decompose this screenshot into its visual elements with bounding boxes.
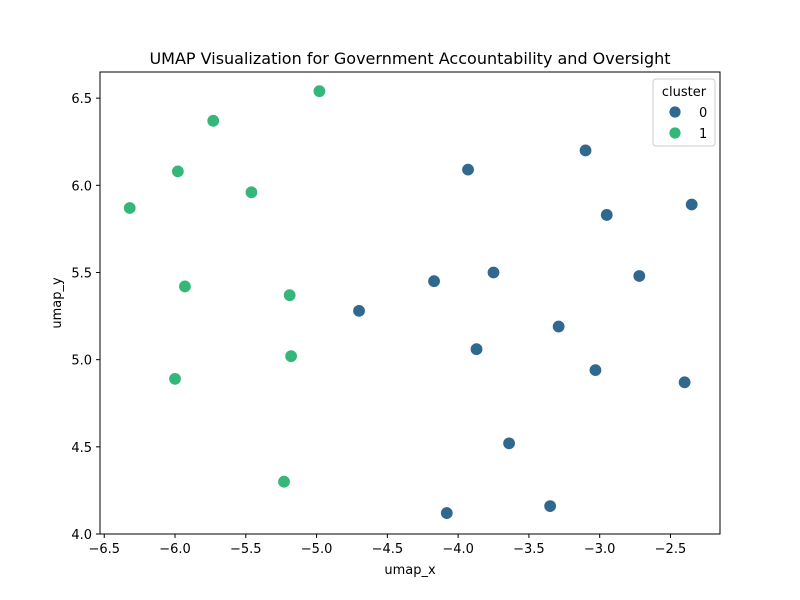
x-tick-label: −4.5: [372, 542, 404, 557]
legend-marker-cluster-0: [668, 105, 682, 119]
y-tick-label: 4.0: [71, 528, 92, 543]
point-cluster-0-2: [600, 208, 614, 222]
y-tick-label: 5.0: [71, 354, 92, 369]
x-tick-label: −2.5: [655, 542, 687, 557]
x-axis-ticks: −6.5 −6.0 −5.5 −5.0 −4.5 −4.0 −3.5 −3.0 −2.5: [88, 534, 686, 557]
point-cluster-1-2: [171, 164, 185, 179]
chart-title: UMAP Visualization for Government Accoun…: [149, 49, 670, 68]
x-tick-label: −3.5: [513, 542, 545, 557]
point-cluster-0-1: [461, 162, 475, 177]
point-cluster-1-3: [244, 185, 259, 199]
points-layer: [123, 84, 699, 520]
point-cluster-0-11: [677, 375, 692, 390]
x-tick-label: −6.0: [159, 542, 191, 557]
point-cluster-1-8: [168, 372, 182, 386]
y-axis-ticks: 4.0 4.5 5.0 5.5 6.0 6.5: [71, 92, 100, 543]
point-cluster-0-9: [469, 342, 484, 356]
point-cluster-0-6: [632, 269, 647, 283]
point-cluster-0-4: [486, 265, 501, 280]
point-cluster-1-4: [123, 201, 137, 215]
point-cluster-1-9: [277, 474, 291, 489]
x-tick-label: −5.5: [230, 542, 262, 557]
point-cluster-0-13: [543, 499, 557, 513]
x-tick-label: −5.0: [301, 542, 333, 557]
plot-area-frame: [99, 71, 721, 535]
point-cluster-0-5: [427, 274, 441, 288]
point-cluster-0-10: [588, 363, 603, 377]
point-cluster-1-5: [178, 279, 192, 294]
legend-title: cluster: [662, 85, 707, 100]
legend-box: [652, 78, 716, 147]
y-tick-label: 6.5: [71, 92, 92, 107]
point-cluster-0-0: [578, 143, 593, 158]
x-axis-label: umap_x: [384, 563, 436, 578]
point-cluster-1-0: [312, 84, 327, 98]
point-cluster-0-14: [440, 506, 454, 520]
x-tick-label: −6.5: [88, 542, 120, 557]
legend: cluster 0 1: [652, 78, 716, 147]
point-cluster-1-6: [282, 288, 297, 302]
point-cluster-1-1: [206, 114, 220, 128]
legend-marker-cluster-1: [668, 126, 682, 140]
legend-label-cluster-1: 1: [699, 127, 707, 142]
point-cluster-0-3: [684, 197, 699, 212]
legend-label-cluster-0: 0: [699, 106, 707, 121]
point-cluster-0-8: [551, 319, 566, 334]
y-tick-label: 6.0: [71, 179, 92, 194]
x-tick-label: −4.0: [442, 542, 474, 557]
x-tick-label: −3.0: [584, 542, 616, 557]
point-cluster-0-7: [352, 304, 366, 318]
point-cluster-0-12: [502, 436, 516, 451]
y-tick-label: 4.5: [71, 441, 92, 456]
y-tick-label: 5.5: [71, 266, 92, 281]
point-cluster-1-7: [284, 349, 298, 363]
y-axis-label: umap_y: [50, 277, 65, 329]
